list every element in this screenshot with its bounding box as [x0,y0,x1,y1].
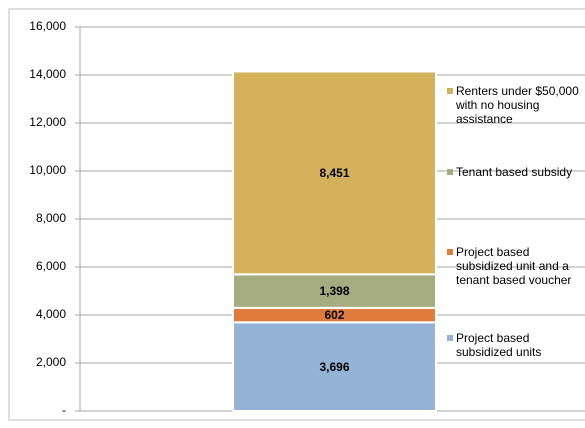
data-label: 8,451 [319,166,349,180]
legend-label: Project based subsidized unit and a tena… [456,245,572,287]
data-label: 602 [324,308,344,322]
data-label: 1,398 [319,284,349,298]
y-tick-label: 14,000 [29,67,66,81]
bar-segment [232,273,437,309]
y-tick-label: 10,000 [29,163,66,177]
bar-segment [232,70,437,276]
y-tick-label: 4,000 [36,307,66,321]
y-tick-label: 8,000 [36,211,66,225]
chart-border [8,8,585,421]
data-label: 3,696 [319,360,349,374]
bar-segment [232,321,437,412]
y-tick-label: - [62,403,66,417]
y-tick-label: 6,000 [36,259,66,273]
y-tick-label: 16,000 [29,19,66,33]
legend-label: Renters under $50,000 with no housing as… [456,84,579,126]
legend-swatch [447,335,453,341]
legend-swatch [447,169,453,175]
legend-label: Project based subsidized units [456,331,542,359]
legend-swatch [447,88,453,94]
legend-swatch [447,249,453,255]
y-tick-label: 2,000 [36,355,66,369]
y-tick-label: 12,000 [29,115,66,129]
legend-label: Tenant based subsidy [456,165,573,179]
